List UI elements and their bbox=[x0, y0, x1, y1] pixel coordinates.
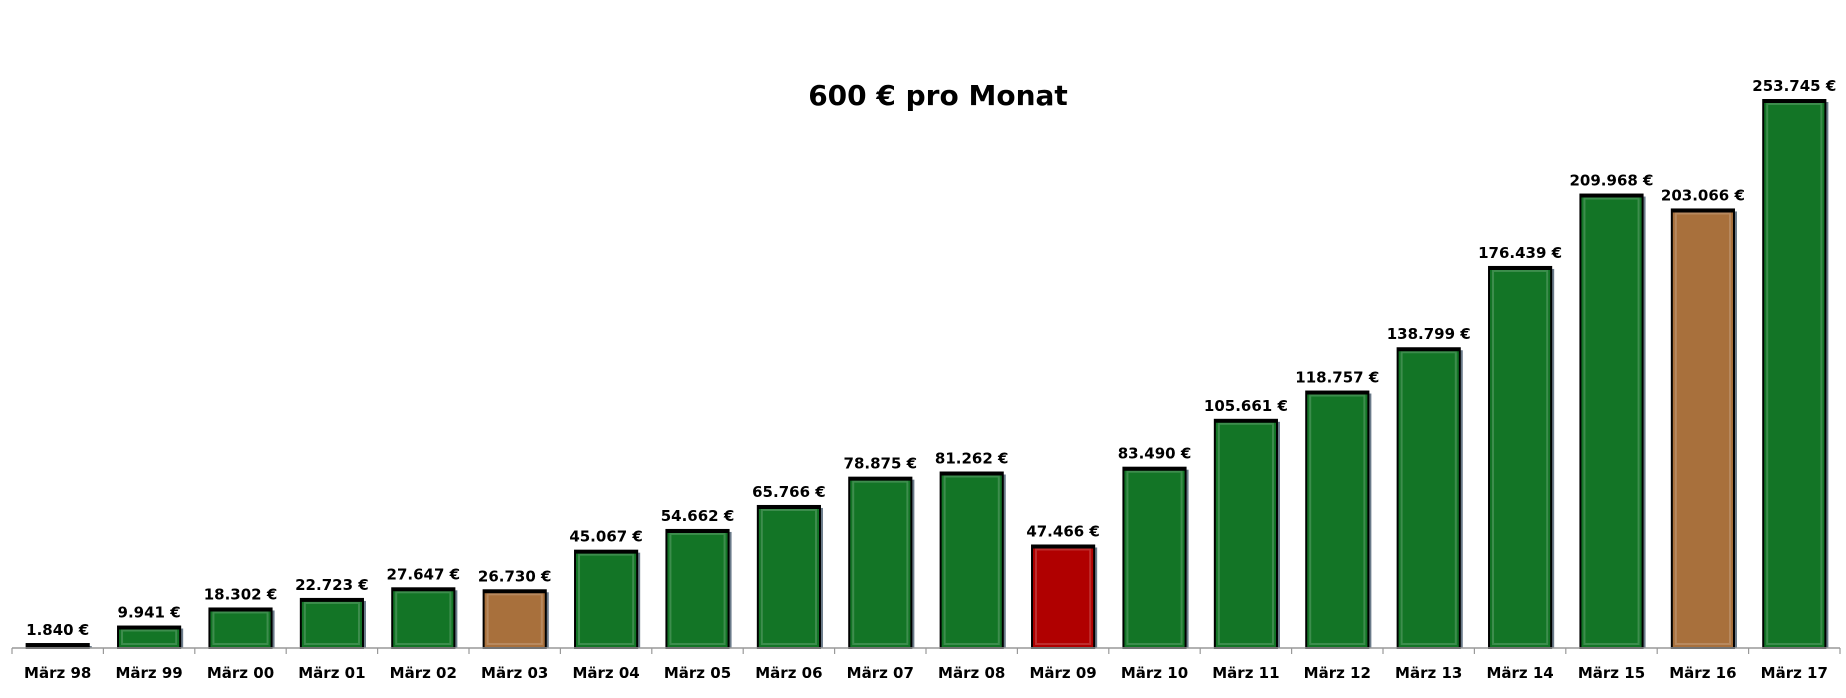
bar-bevel bbox=[852, 480, 909, 645]
bar bbox=[482, 589, 547, 649]
data-label: 78.875 € bbox=[844, 455, 918, 473]
x-tick-label: März 16 bbox=[1669, 664, 1736, 682]
bar bbox=[756, 504, 821, 650]
x-tick-label: März 10 bbox=[1121, 664, 1188, 682]
x-tick-label: März 12 bbox=[1304, 664, 1371, 682]
bar bbox=[208, 607, 273, 650]
x-tick-label: März 08 bbox=[938, 664, 1005, 682]
bar bbox=[1305, 390, 1370, 649]
bar-bevel bbox=[486, 593, 543, 645]
bar-bevel bbox=[1126, 470, 1183, 645]
bar-bevel bbox=[943, 475, 1000, 646]
bar-group bbox=[299, 597, 366, 650]
data-label: 253.745 € bbox=[1752, 77, 1836, 95]
bar-group bbox=[665, 528, 732, 649]
x-tick-label: März 05 bbox=[664, 664, 731, 682]
data-label: 1.840 € bbox=[26, 621, 89, 639]
bar-group bbox=[1305, 390, 1372, 649]
bar bbox=[1670, 208, 1735, 649]
data-label: 18.302 € bbox=[204, 585, 278, 603]
data-label: 81.262 € bbox=[935, 450, 1009, 468]
bar-bevel bbox=[578, 553, 635, 646]
bar bbox=[391, 587, 456, 649]
x-tick-label: März 03 bbox=[481, 664, 548, 682]
bar-bevel bbox=[1309, 394, 1366, 646]
bar bbox=[1122, 466, 1187, 649]
bar-bevel bbox=[395, 591, 452, 645]
data-label: 105.661 € bbox=[1204, 397, 1288, 415]
x-tick-label: März 99 bbox=[115, 664, 182, 682]
bar-bevel bbox=[303, 601, 360, 646]
bar bbox=[1396, 347, 1461, 649]
x-tick-label: März 06 bbox=[755, 664, 822, 682]
bar-group bbox=[391, 587, 458, 649]
bar-group bbox=[1579, 193, 1646, 649]
x-tick-label: März 01 bbox=[298, 664, 365, 682]
bar bbox=[665, 528, 730, 649]
bar-group bbox=[1762, 99, 1829, 649]
x-tick-label: März 00 bbox=[207, 664, 274, 682]
bar-bevel bbox=[760, 508, 817, 646]
bar-group bbox=[1396, 347, 1463, 649]
data-label: 138.799 € bbox=[1387, 325, 1471, 343]
x-tick-label: März 09 bbox=[1029, 664, 1096, 682]
x-tick-label: März 11 bbox=[1212, 664, 1279, 682]
bar-group bbox=[1213, 418, 1280, 649]
bar-group bbox=[1488, 265, 1555, 649]
bar-bevel bbox=[1217, 422, 1274, 645]
data-label: 176.439 € bbox=[1478, 244, 1562, 262]
data-label: 27.647 € bbox=[387, 565, 461, 583]
data-label: 9.941 € bbox=[118, 604, 181, 622]
bar bbox=[574, 549, 639, 650]
bar-group bbox=[756, 504, 823, 650]
bar bbox=[1488, 265, 1553, 649]
bar-group bbox=[939, 471, 1006, 650]
bar bbox=[299, 597, 364, 650]
x-tick-label: März 98 bbox=[24, 664, 91, 682]
x-tick-label: März 13 bbox=[1395, 664, 1462, 682]
data-label: 26.730 € bbox=[478, 567, 552, 585]
bar-group bbox=[208, 607, 275, 650]
x-tick-label: März 04 bbox=[572, 664, 639, 682]
bar bbox=[1213, 418, 1278, 649]
bar-bevel bbox=[121, 629, 178, 646]
data-label: 203.066 € bbox=[1661, 186, 1745, 204]
x-tick-label: März 15 bbox=[1578, 664, 1645, 682]
data-label: 118.757 € bbox=[1295, 369, 1379, 387]
x-tick-label: März 02 bbox=[390, 664, 457, 682]
bar-group bbox=[1031, 544, 1098, 649]
data-label: 65.766 € bbox=[752, 483, 826, 501]
bar-group bbox=[1122, 466, 1189, 649]
bar-bevel bbox=[1674, 212, 1731, 645]
bar-group bbox=[117, 625, 184, 650]
bar-bevel bbox=[212, 611, 269, 646]
data-label: 54.662 € bbox=[661, 507, 735, 525]
bar-group bbox=[574, 549, 641, 650]
bar-bevel bbox=[1400, 351, 1457, 645]
bar bbox=[1579, 193, 1644, 649]
bar bbox=[1031, 544, 1096, 649]
bar-bevel bbox=[669, 532, 726, 645]
bar-bevel bbox=[1492, 269, 1549, 645]
chart-title: 600 € pro Monat bbox=[808, 79, 1068, 112]
data-label: 83.490 € bbox=[1118, 445, 1192, 463]
bar bbox=[1762, 99, 1827, 649]
bar bbox=[848, 476, 913, 649]
data-label: 47.466 € bbox=[1026, 522, 1100, 540]
bar-group bbox=[848, 476, 915, 649]
bar-group bbox=[482, 589, 549, 649]
bar-bevel bbox=[1766, 103, 1823, 645]
bar-bevel bbox=[1583, 197, 1640, 645]
x-tick-label: März 14 bbox=[1486, 664, 1553, 682]
x-tick-label: März 17 bbox=[1761, 664, 1828, 682]
data-label: 45.067 € bbox=[569, 528, 643, 546]
bar-group bbox=[1670, 208, 1737, 649]
data-label: 22.723 € bbox=[295, 576, 369, 594]
bar bbox=[939, 471, 1004, 650]
x-tick-label: März 07 bbox=[847, 664, 914, 682]
data-label: 209.968 € bbox=[1570, 172, 1654, 190]
bar-bevel bbox=[1035, 548, 1092, 645]
